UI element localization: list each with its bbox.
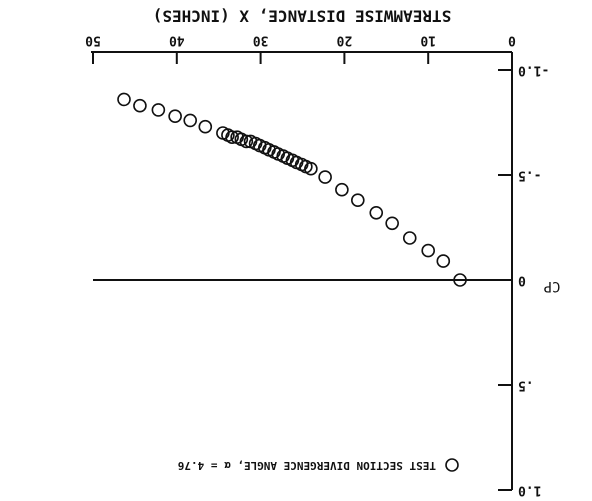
data-point — [369, 205, 384, 220]
data-point — [402, 231, 417, 245]
x-tick-label: 30 — [253, 33, 269, 48]
legend-marker — [445, 458, 459, 472]
data-point — [198, 119, 213, 134]
data-point — [230, 130, 244, 145]
data-point — [133, 98, 147, 113]
data-point — [117, 92, 131, 107]
y-tick-label: 1.0 — [518, 483, 542, 498]
rotated-plot: STREAMWISE DISTANCE, X (INCHES) CP 0 10 20… — [85, 7, 560, 498]
legend-label: TEST SECTION DIVERGENCE ANGLE, α = 4.76 — [177, 459, 436, 472]
y-tick-label: -.5 — [518, 168, 541, 183]
data-point — [421, 243, 435, 258]
data-point — [243, 134, 258, 149]
data-point — [168, 109, 182, 124]
data-point — [351, 193, 365, 208]
y-tick-label: -1.0 — [518, 63, 549, 78]
data-point — [183, 113, 198, 128]
data-point — [335, 182, 349, 197]
x-tick-label: 40 — [169, 33, 185, 48]
data-point — [318, 170, 332, 184]
x-tick-label: 20 — [336, 33, 352, 48]
x-axis-title: STREAMWISE DISTANCE, X (INCHES) — [153, 7, 452, 26]
data-point — [453, 273, 467, 287]
y-axis-title: CP — [544, 278, 561, 294]
x-tick-label: 0 — [508, 33, 516, 48]
x-tick-label: 50 — [85, 33, 101, 48]
data-point — [216, 126, 230, 140]
x-tick-label: 10 — [420, 33, 436, 48]
y-tick-label: .5 — [518, 378, 534, 393]
data-point — [436, 254, 451, 268]
y-tick-label: 0 — [518, 273, 526, 288]
data-point — [385, 216, 399, 231]
data-point — [151, 103, 166, 117]
